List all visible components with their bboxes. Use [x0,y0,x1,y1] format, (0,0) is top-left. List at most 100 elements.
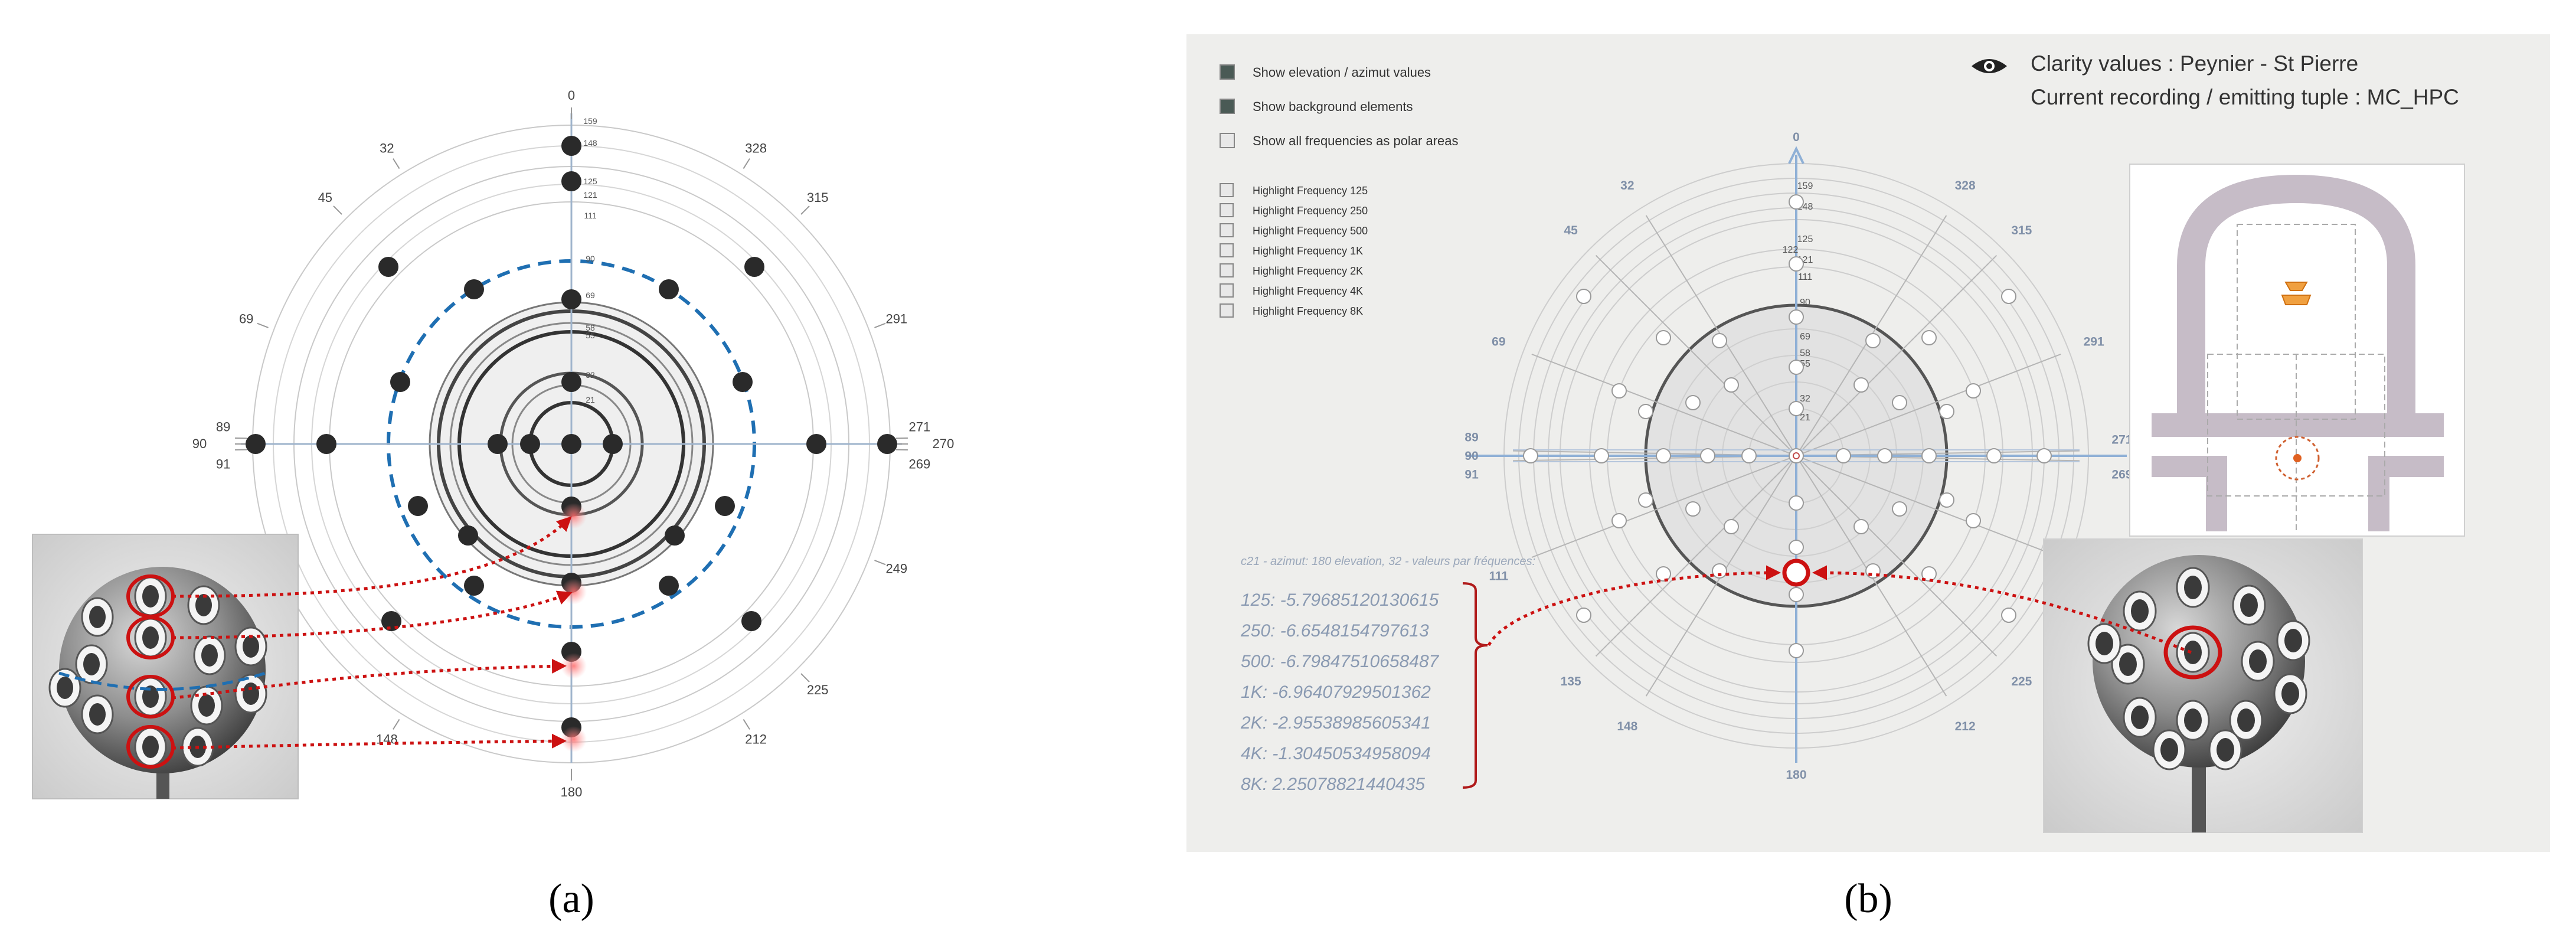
microphone-dot [1921,330,1937,345]
ring-label: 159 [1797,181,1813,191]
microphone-dot [1865,333,1881,348]
microphone-dot [464,279,484,299]
angle-tick [800,673,810,683]
angle-label: 212 [745,732,767,746]
microphone-dot [458,525,478,546]
microphone-dot [1789,256,1804,272]
angle-label: 0 [1793,130,1800,144]
checkbox [1220,99,1235,114]
angle-label: 90 [1464,449,1478,463]
mic-capsule [2284,629,2302,652]
selected-dot [1782,559,1810,587]
ring-label: 111 [1798,272,1812,282]
angle-label: 69 [239,312,253,326]
radial-spoke [1531,354,1797,456]
frequency-checkbox-label: Highlight Frequency 125 [1253,185,1368,197]
angle-tick [393,719,400,730]
frequency-checkbox [1220,243,1234,257]
microphone-dot [246,434,266,454]
microphone-dot [381,611,401,631]
frequency-value: 250: -6.6548154797613 [1240,621,1429,641]
caption-a: (a) [548,876,594,922]
microphone-dot [1853,519,1869,534]
angle-label: 225 [807,683,829,697]
frequency-value: 4K: -1.30450534958094 [1241,744,1431,763]
panel-b-subtitle: Current recording / emitting tuple : MC_… [2031,85,2459,109]
microphone-dot [2001,608,2016,623]
angle-label: 291 [2084,335,2104,348]
receiver-circle [2275,436,2320,481]
microphone-dot [659,279,679,299]
highlight-glow [561,653,587,679]
ring-label: 21 [586,395,595,404]
ring-label: 69 [1800,332,1810,342]
microphone-dot [741,611,761,631]
microphone-dot [2036,448,2052,463]
frequency-value: 8K: 2.25078821440435 [1241,775,1425,794]
angle-label: 148 [1617,720,1637,733]
angle-tick [874,560,886,566]
microphone-dot [733,372,753,392]
microphone-dot [1724,519,1739,534]
microphone-dot [877,434,897,454]
microphone-dot [1939,404,1954,419]
panel-a-microphone-dots [246,136,897,752]
microphone-dot [2001,289,2016,304]
microphone-dot [1576,289,1591,304]
microphone-dot [1712,563,1727,579]
frequency-checkbox [1220,223,1234,237]
panel-b-controls: Show elevation / azimut values Show backg… [1220,64,1459,318]
angle-label: 269 [2111,468,2132,481]
eye-icon [1972,59,2007,73]
red-highlight-circle [2163,625,2222,680]
mic-capsule [2240,593,2258,617]
mic-capsule [201,644,218,667]
angle-label: 89 [216,420,230,435]
microphone-dot [1892,501,1907,517]
mic-capsule [2119,652,2137,676]
microphone-dot [488,434,508,454]
microphone-dot [378,257,398,277]
microphone-dot [1789,360,1804,375]
microphone-dot [561,289,581,309]
microphone-dot [561,434,581,454]
microphone-dot [390,372,410,392]
highlight-glow [561,579,587,605]
angle-label: 225 [2011,675,2032,688]
checkbox-label: Show all frequencies as polar areas [1253,133,1459,148]
angle-label: 270 [933,436,954,451]
ring-label: 55 [586,331,595,340]
axis-arrowhead [1788,146,1804,164]
ring-label: 125 [1797,234,1813,244]
microphone-dot [603,434,623,454]
mic-capsule [2160,738,2178,762]
mic-capsule [142,685,159,708]
angle-label: 69 [1492,335,1505,348]
microphone-dot [1939,492,1954,508]
frequency-checkbox [1220,263,1234,277]
microphone-dot [520,434,540,454]
microphone-dot [1877,448,1892,463]
microphone-dot [665,525,685,546]
red-arrow [172,733,567,750]
angle-tick [874,322,886,328]
frequency-checkbox-label: Highlight Frequency 8K [1253,305,1363,317]
checkbox [1220,133,1235,148]
microphone-dot [1789,309,1804,325]
red-arrow [1487,565,1781,646]
frequency-checkbox-label: Highlight Frequency 1K [1253,245,1363,257]
microphone-dot [744,257,764,277]
frequency-value: 500: -6.79847510658487 [1241,652,1440,671]
angle-label: 315 [2011,224,2032,237]
ring-label: 122 [1783,245,1799,255]
radial-spoke [1796,254,1998,456]
microphone-dot [1611,513,1627,528]
ring-label: 125 [583,177,597,186]
mic-capsule [2131,706,2149,729]
mic-capsule [2281,682,2299,706]
apse-wall [2177,174,2415,425]
angle-label: 328 [1955,179,1976,192]
red-arrow [1812,565,2192,654]
mic-capsule [2237,708,2255,732]
